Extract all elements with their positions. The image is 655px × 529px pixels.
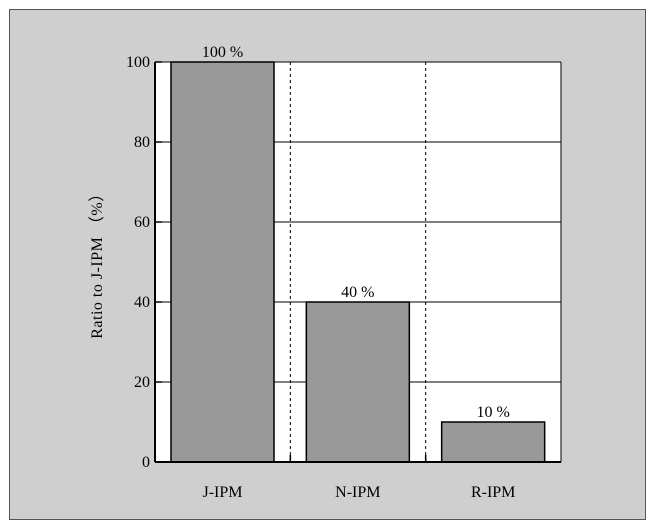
x-tick-label: R-IPM bbox=[471, 484, 515, 501]
data-labels: 100 % 40 % 10 % bbox=[202, 44, 510, 421]
x-tick-label: J-IPM bbox=[202, 484, 242, 501]
bars bbox=[170, 61, 546, 463]
y-tick-label: 100 bbox=[126, 54, 150, 71]
y-tick-label: 60 bbox=[134, 214, 150, 231]
x-tick-label: N-IPM bbox=[335, 484, 380, 501]
y-axis-label: Ratio to J-IPM （%） bbox=[88, 185, 106, 338]
y-tick-label: 0 bbox=[142, 454, 150, 471]
data-label: 40 % bbox=[341, 284, 374, 301]
axes bbox=[154, 61, 562, 463]
y-tick-label: 20 bbox=[134, 374, 150, 391]
bar-j-ipm bbox=[170, 61, 275, 463]
data-label: 10 % bbox=[477, 404, 510, 421]
bar-r-ipm bbox=[440, 421, 546, 463]
y-ticks: 0 20 40 60 80 100 bbox=[126, 54, 162, 471]
y-tick-label: 80 bbox=[134, 134, 150, 151]
bar-n-ipm bbox=[305, 301, 411, 463]
data-label: 100 % bbox=[202, 44, 243, 61]
y-tick-label: 40 bbox=[134, 294, 150, 311]
x-ticks: J-IPM N-IPM R-IPM bbox=[202, 455, 515, 501]
